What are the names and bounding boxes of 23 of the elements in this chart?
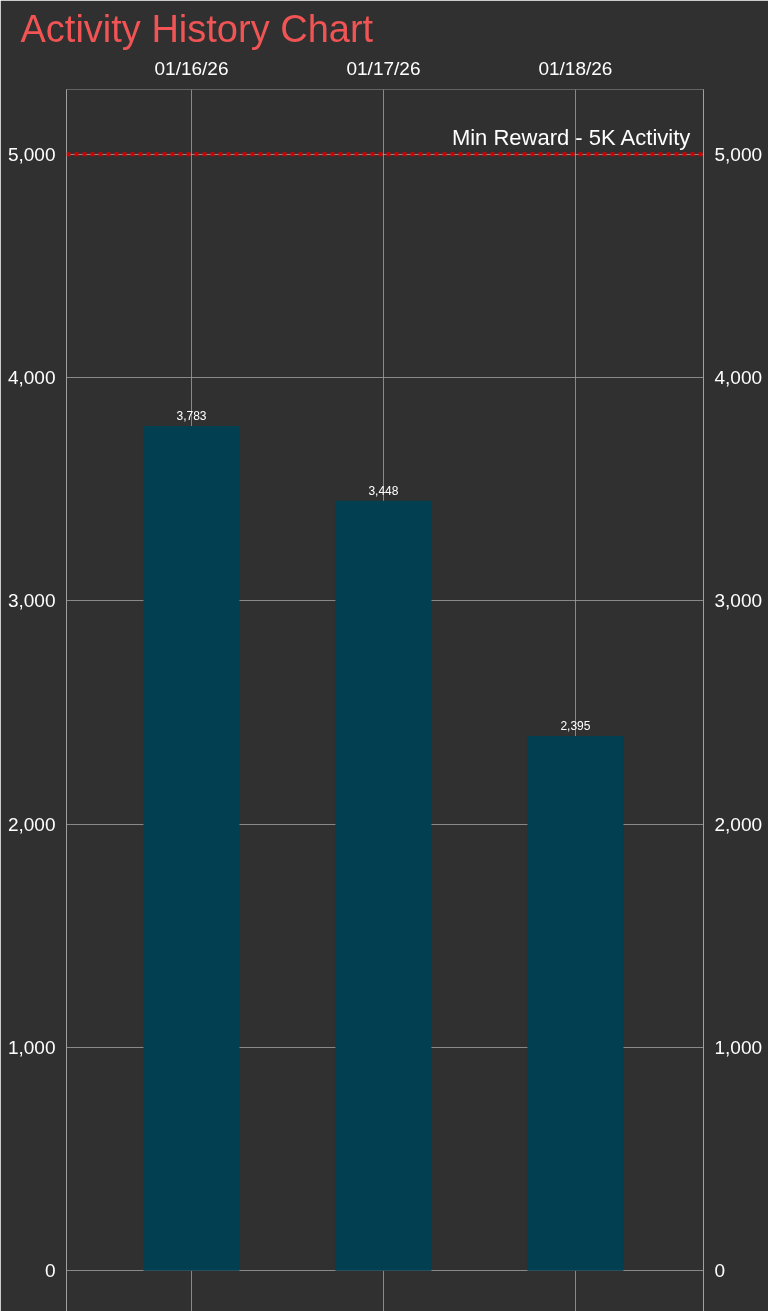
chart-title: Activity History Chart [20,7,374,50]
y2-tick-label: 0 [714,1260,726,1282]
y-tick-label: 0 [44,1260,56,1282]
ref-line-label: Min Reward - 5K Activity [451,125,691,151]
y2-tick-label: 3,000 [714,590,763,612]
y-tick-label: 1,000 [7,1036,56,1058]
data-label: 2,395 [560,718,591,733]
y2-tick-label: 4,000 [714,367,763,389]
x-tick-label: 01/16/26 [154,57,229,79]
x-tick-label: 01/18/26 [538,57,613,79]
bar [527,735,624,1271]
data-label: 3,448 [368,483,399,498]
y-tick-label: 4,000 [7,367,56,389]
x-tick-label: 01/17/26 [346,57,421,79]
bar [143,425,240,1271]
y2-tick-label: 1,000 [714,1036,763,1058]
y-tick-label: 5,000 [7,143,56,165]
y-tick-label: 2,000 [7,813,56,835]
y2-tick-label: 2,000 [714,813,763,835]
data-label: 3,783 [176,408,207,423]
y-tick-label: 3,000 [7,590,56,612]
bar [335,500,432,1271]
y2-tick-label: 5,000 [714,143,763,165]
